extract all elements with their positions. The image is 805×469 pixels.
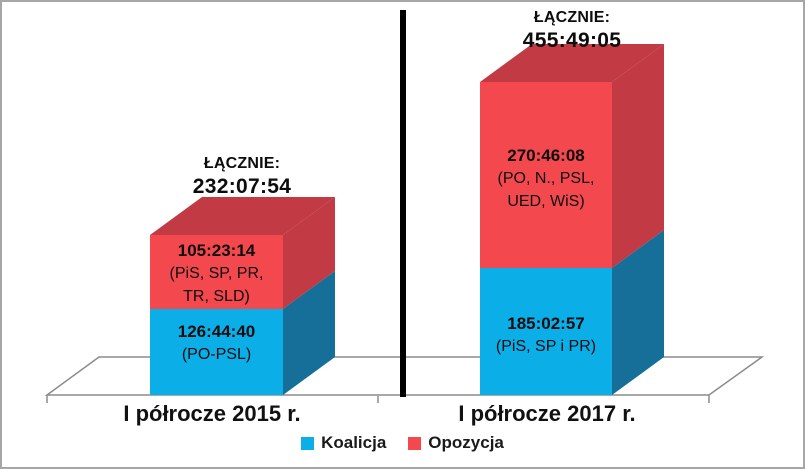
bar-2017-side-face-koalicja <box>612 230 664 395</box>
legend-label-koalicja: Koalicja <box>321 433 387 452</box>
x-axis-label-2017: I półrocze 2017 r. <box>458 401 636 426</box>
total-value-2015: 232:07:54 <box>192 175 292 198</box>
bar-2017 <box>480 44 664 395</box>
segment-value: 105:23:14 <box>177 241 256 260</box>
total-value-2017: 455:49:05 <box>522 29 622 52</box>
koalicja-swatch-icon <box>301 436 315 450</box>
segment-value: 270:46:08 <box>507 146 585 165</box>
segment-parties-line2: UED, WiS) <box>507 193 585 210</box>
bar-2015-front-koalicja <box>150 309 283 395</box>
legend-item-koalicja: Koalicja <box>301 433 386 453</box>
legend-item-opozycja: Opozycja <box>408 433 504 453</box>
divider-line <box>400 10 406 397</box>
x-axis-label-2015: I półrocze 2015 r. <box>123 401 301 426</box>
bar-2015-top-face <box>150 197 335 235</box>
bar-2017-front-koalicja <box>480 268 612 395</box>
bar-2017-front-opozycja <box>480 82 612 268</box>
legend-label-opozycja: Opozycja <box>428 433 504 452</box>
total-caption-2015: ŁĄCZNIE: <box>203 155 281 172</box>
segment-parties-line1: (PiS, SP i PR) <box>495 338 597 355</box>
bar-2017-top-face <box>480 44 664 82</box>
segment-parties-line1: (PiS, SP, PR, <box>169 265 264 282</box>
segment-value: 126:44:40 <box>177 322 256 341</box>
segment-parties-line2: TR, SLD) <box>183 288 250 305</box>
segment-label-2015-koalicja: 126:44:40 (PO-PSL) <box>150 320 283 366</box>
bar-2017-side-face-opozycja <box>612 44 664 268</box>
bar-2015-side-face-opozycja <box>283 197 335 309</box>
segment-label-2017-opozycja: 270:46:08 (PO, N., PSL, UED, WiS) <box>480 144 612 213</box>
legend: Koalicja Opozycja <box>2 433 803 453</box>
total-annotation-2015: ŁĄCZNIE: 232:07:54 <box>142 152 342 198</box>
segment-value: 185:02:57 <box>507 314 585 333</box>
segment-label-2017-koalicja: 185:02:57 (PiS, SP i PR) <box>480 312 612 358</box>
total-annotation-2017: ŁĄCZNIE: 455:49:05 <box>472 6 672 52</box>
segment-label-2015-opozycja: 105:23:14 (PiS, SP, PR, TR, SLD) <box>150 239 283 308</box>
bar-2015-side-face-koalicja <box>283 271 335 395</box>
bar-2015-front-opozycja <box>150 235 283 309</box>
total-caption-2017: ŁĄCZNIE: <box>533 9 611 26</box>
opozycja-swatch-icon <box>408 436 422 450</box>
segment-parties-line1: (PO-PSL) <box>181 346 252 363</box>
bar-2015 <box>150 197 335 395</box>
segment-parties-line1: (PO, N., PSL, <box>497 170 595 187</box>
